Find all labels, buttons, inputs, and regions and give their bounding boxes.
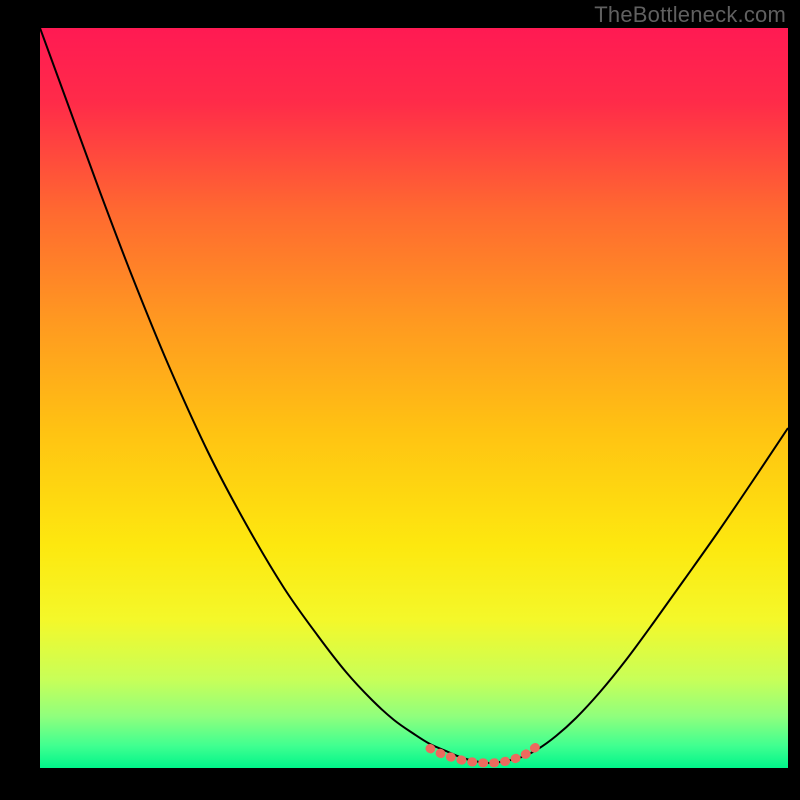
watermark-text: TheBottleneck.com <box>594 2 786 28</box>
plot-background <box>40 28 788 768</box>
bottleneck-chart <box>40 28 788 768</box>
chart-frame: TheBottleneck.com <box>0 0 800 800</box>
